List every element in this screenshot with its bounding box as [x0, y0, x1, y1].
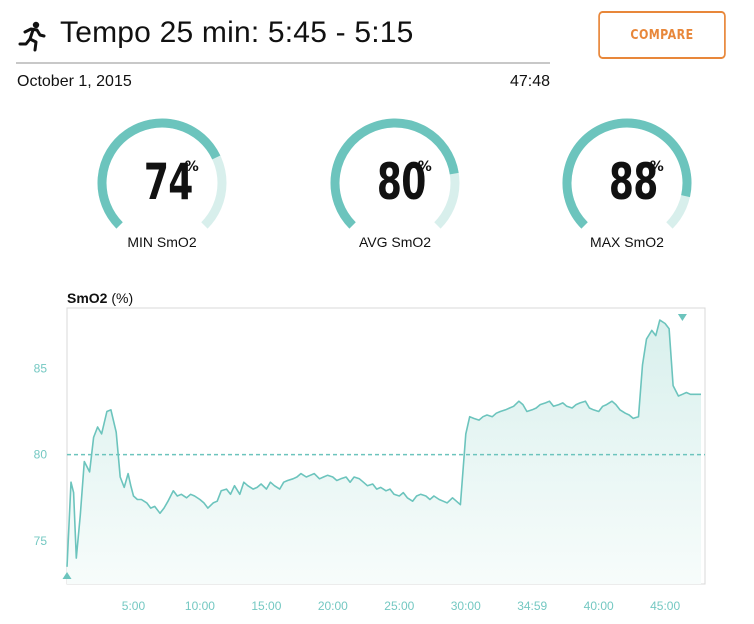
gauge-unit: % [417, 159, 432, 175]
x-tick-label: 34:59 [517, 599, 547, 613]
workout-duration: 47:48 [509, 73, 550, 90]
gauge-label: MIN SmO2 [127, 234, 197, 250]
compare-button[interactable]: COMPARE [598, 11, 726, 59]
max-marker [677, 314, 687, 321]
workout-title: Tempo 25 min: 5:45 - 5:15 [60, 16, 414, 49]
chart-title: SmO2 (%) [67, 290, 133, 306]
x-tick-label: 25:00 [384, 599, 414, 613]
chart-unit: (%) [111, 290, 134, 306]
x-tick-label: 10:00 [185, 599, 215, 613]
chart-title-text: SmO2 [67, 290, 108, 306]
gauge-unit: % [649, 159, 664, 175]
min-marker [62, 572, 72, 579]
gauge-value: 80 [377, 153, 426, 211]
x-tick-label: 45:00 [650, 599, 680, 613]
gauge-label: MAX SmO2 [590, 234, 664, 250]
x-tick-label: 30:00 [451, 599, 481, 613]
workout-header: Tempo 25 min: 5:45 - 5:15 [16, 14, 550, 64]
max-smo2-gauge: 88% MAX SmO2 [560, 118, 694, 256]
min-smo2-gauge: 74% MIN SmO2 [95, 118, 229, 256]
y-tick-label: 75 [34, 534, 48, 548]
avg-smo2-gauge: 80% AVG SmO2 [328, 118, 462, 256]
gauge-label: AVG SmO2 [358, 234, 432, 250]
x-tick-label: 20:00 [318, 599, 348, 613]
x-tick-label: 15:00 [251, 599, 281, 613]
gauge-unit: % [184, 159, 199, 175]
gauge-value: 74 [144, 153, 193, 211]
y-tick-label: 80 [34, 448, 48, 462]
gauge-value: 88 [609, 153, 658, 211]
series-line [66, 319, 701, 567]
y-tick-label: 85 [34, 361, 48, 375]
x-tick-label: 40:00 [584, 599, 614, 613]
smo2-chart: 75 80 85 5:00 10:00 15:00 20:00 25:00 30:00 34:59… [34, 307, 706, 613]
workout-date: October 1, 2015 [17, 73, 132, 90]
running-person-icon [18, 21, 46, 52]
gauge-ring [97, 118, 227, 229]
gauge-ring [330, 118, 460, 229]
series-area [67, 320, 701, 584]
gauge-ring [562, 118, 692, 229]
x-tick-label: 5:00 [122, 599, 146, 613]
